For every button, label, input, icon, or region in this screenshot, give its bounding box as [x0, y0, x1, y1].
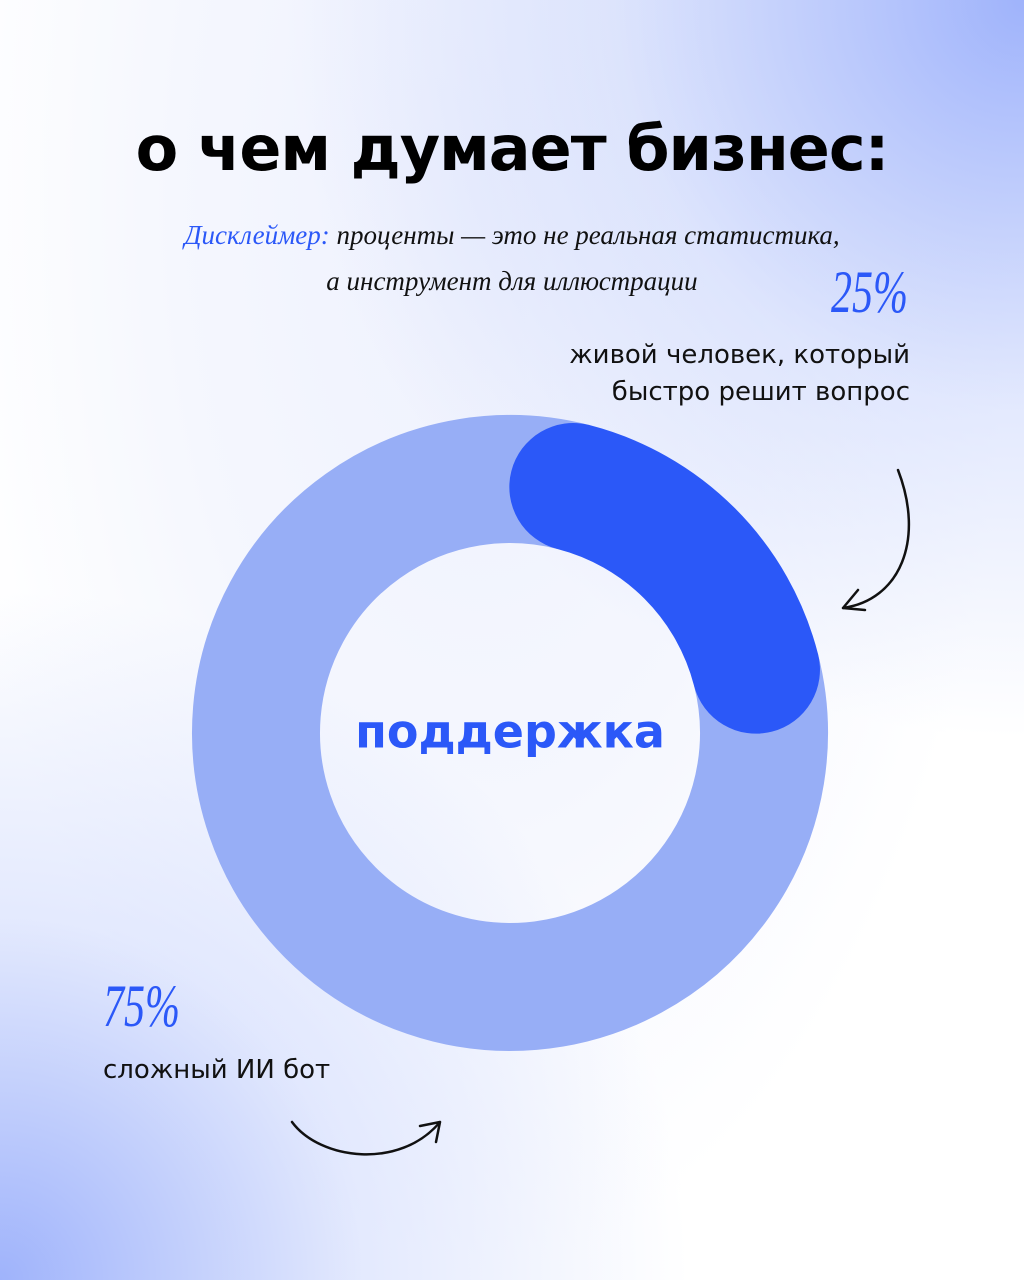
category-label: сложный ИИ бот [103, 1055, 331, 1085]
donut-segment [192, 415, 828, 1051]
disclaimer-line: а инструмент для иллюстрации [326, 266, 698, 296]
category-label: живой человек, который быстро решит вопр… [569, 340, 910, 407]
arrow [841, 468, 911, 612]
arrow [290, 1120, 442, 1156]
title: о чем думает бизнес: [135, 112, 890, 185]
center-label: поддержка [355, 705, 665, 759]
disclaimer: Дисклеймер: проценты — это не реальная с… [0, 212, 1024, 304]
value-label: 25% [831, 259, 908, 325]
donut-segment [509, 423, 820, 734]
value-label: 75% [103, 973, 180, 1039]
disclaimer-label: Дисклеймер: [184, 220, 330, 250]
disclaimer-line: проценты — это не реальная статистика, [336, 220, 840, 250]
